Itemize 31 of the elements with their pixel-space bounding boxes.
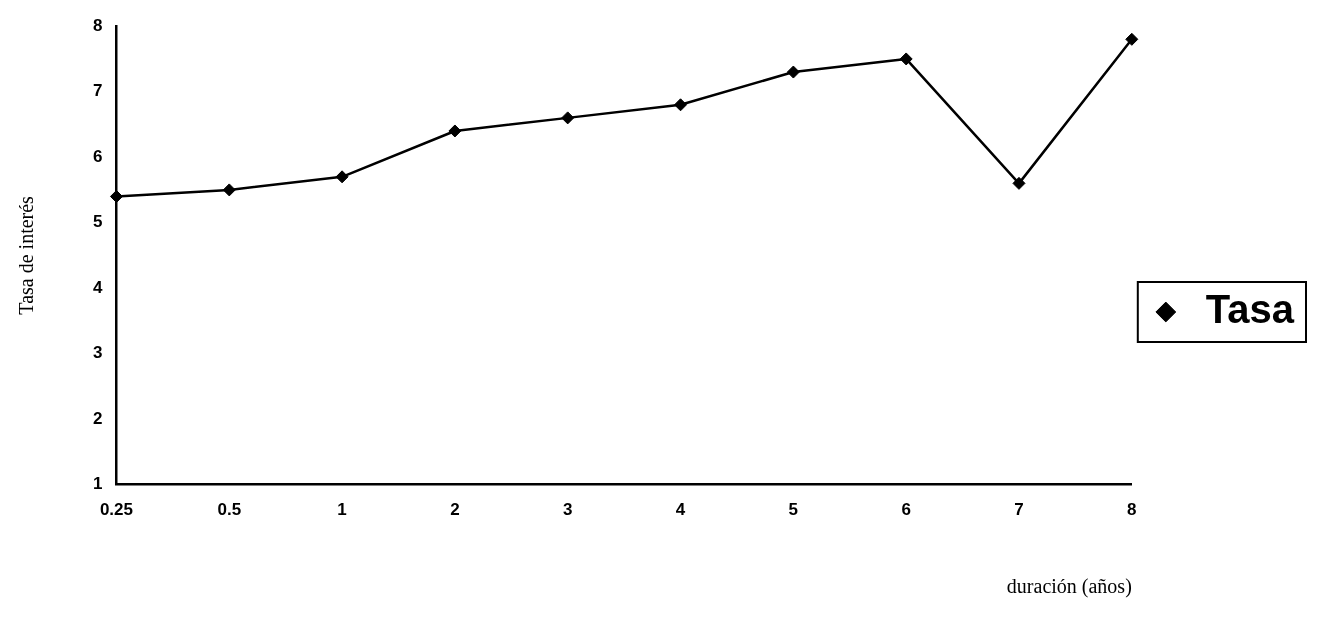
y-tick-label: 3: [92, 343, 103, 363]
point: [899, 52, 913, 66]
x-tick-label: 0.25: [99, 500, 133, 520]
point: [448, 124, 462, 138]
x-tick-label: 4: [675, 500, 686, 520]
y-tick-label: 2: [92, 408, 103, 428]
x-tick-label: 2: [450, 500, 460, 520]
y-tick-label: 7: [92, 81, 103, 101]
point: [335, 170, 349, 184]
x-tick-label: 1: [337, 500, 347, 520]
point: [1125, 32, 1139, 46]
x-tick-label: 8: [1127, 500, 1137, 520]
x-tick-label: 0.5: [217, 500, 242, 520]
y-tick-label: 6: [92, 146, 103, 166]
x-tick-label: 3: [562, 500, 573, 520]
y-tick-label: 5: [92, 212, 103, 232]
point: [561, 111, 575, 125]
y-tick-label: 8: [92, 15, 103, 35]
legend-label: Tasa: [1205, 287, 1295, 332]
x-axis-title: duración (años): [1006, 575, 1132, 599]
point: [1012, 176, 1026, 190]
point: [674, 98, 688, 112]
y-axis-title: Tasa de interés: [15, 195, 38, 315]
point: [109, 189, 123, 203]
point: [786, 65, 800, 79]
y-tick-label: 1: [92, 474, 103, 494]
y-tick-label: 4: [92, 277, 103, 297]
point: [222, 183, 236, 197]
x-tick-label: 6: [901, 500, 911, 520]
x-tick-label: 5: [788, 500, 799, 520]
x-tick-label: 7: [1014, 500, 1024, 520]
